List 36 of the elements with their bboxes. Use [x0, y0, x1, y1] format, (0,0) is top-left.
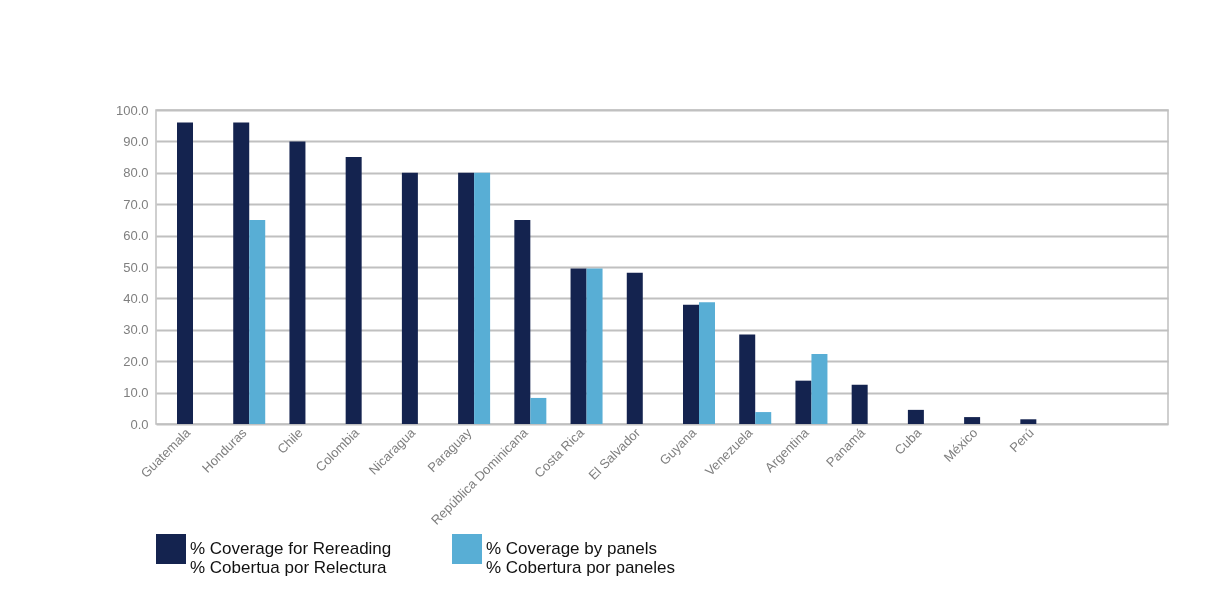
bar: [233, 122, 250, 424]
y-tick-label: 80.0: [123, 165, 149, 181]
bar: [401, 172, 418, 424]
y-tick-label: 0.0: [130, 416, 149, 432]
bar: [458, 172, 475, 424]
y-tick-label: 30.0: [123, 322, 149, 338]
bar: [683, 304, 699, 424]
bar: [514, 219, 531, 424]
y-tick-label: 70.0: [123, 196, 149, 212]
bar: [964, 417, 981, 424]
bar: [626, 272, 643, 424]
y-tick-label: 60.0: [123, 228, 149, 244]
legend-label: % Coverage for Rereading % Cobertua por Relectura: [190, 539, 392, 577]
bar: [907, 409, 924, 424]
y-tick-label: 20.0: [123, 353, 149, 369]
bar: [530, 397, 547, 424]
bar: [249, 219, 266, 424]
y-tick-label: 40.0: [123, 290, 149, 306]
bar: [851, 384, 868, 424]
y-tick-label: 100.0: [115, 102, 149, 118]
bar: [795, 380, 812, 424]
bar: [474, 172, 491, 424]
legend-label: % Coverage by panels % Cobertura por paneles: [486, 539, 676, 577]
bar: [755, 412, 772, 424]
bar: [811, 353, 828, 424]
y-tick-label: 10.0: [123, 385, 149, 401]
y-tick-label: 90.0: [123, 133, 149, 149]
bar: [570, 268, 587, 424]
bar: [1020, 419, 1037, 424]
bar: [739, 334, 756, 424]
bar: [586, 268, 603, 424]
bar: [289, 141, 306, 424]
bar: [177, 122, 193, 424]
y-tick-label: 50.0: [123, 259, 149, 275]
bar: [699, 302, 715, 424]
bar: [345, 157, 362, 424]
